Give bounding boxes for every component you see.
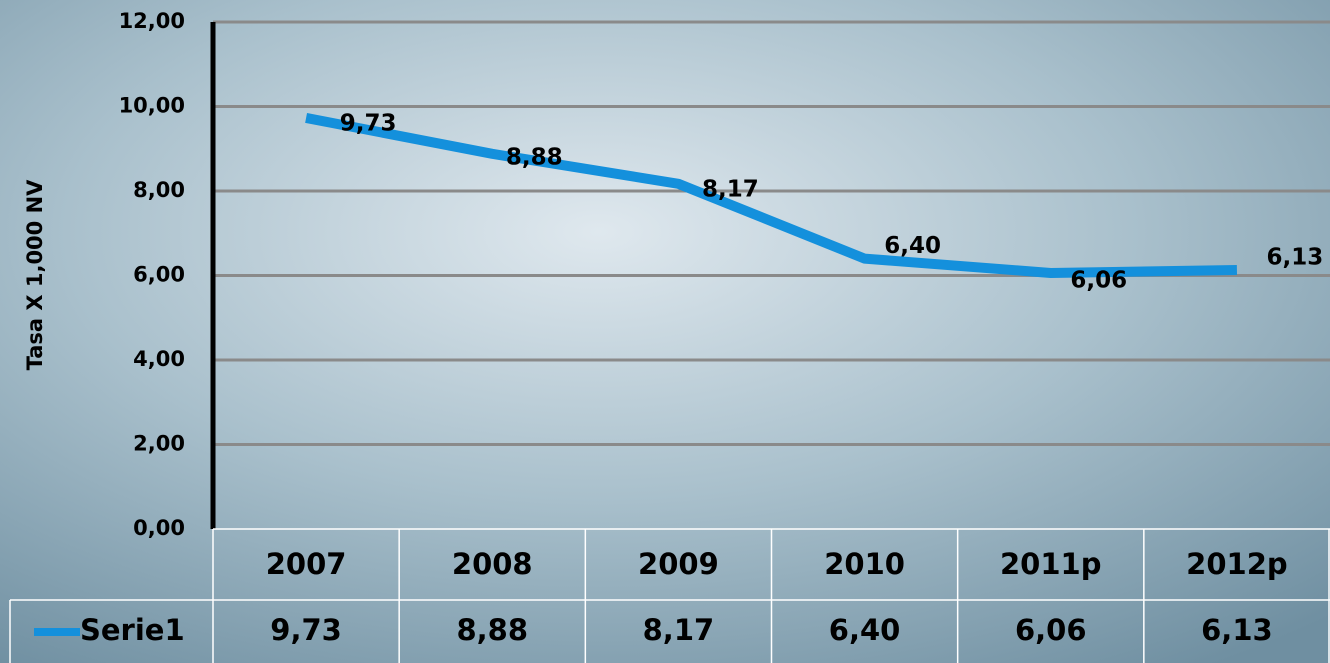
x-tick-label: 2011p bbox=[1000, 547, 1101, 581]
x-tick-label: 2009 bbox=[638, 547, 719, 581]
legend-label: Serie1 bbox=[80, 613, 185, 647]
x-tick-label: 2007 bbox=[266, 547, 347, 581]
data-label: 6,13 bbox=[1267, 245, 1324, 271]
x-tick-label: 2008 bbox=[452, 547, 533, 581]
y-tick-label: 10,00 bbox=[119, 94, 185, 118]
series-line bbox=[305, 112, 1237, 278]
table-value: 8,17 bbox=[643, 613, 715, 647]
table-value: 8,88 bbox=[456, 613, 528, 647]
y-tick-label: 0,00 bbox=[133, 516, 185, 540]
y-tick-label: 4,00 bbox=[133, 347, 185, 371]
data-label: 9,73 bbox=[340, 110, 397, 136]
table-value: 6,06 bbox=[1015, 613, 1087, 647]
y-axis-label: Tasa X 1,000 NV bbox=[23, 179, 47, 371]
x-tick-label: 2012p bbox=[1186, 547, 1287, 581]
table-value: 6,40 bbox=[829, 613, 901, 647]
y-tick-label: 2,00 bbox=[133, 432, 185, 456]
y-tick-label: 12,00 bbox=[119, 9, 185, 33]
data-label: 8,88 bbox=[506, 144, 563, 170]
data-label: 6,06 bbox=[1070, 267, 1127, 293]
table-value: 6,13 bbox=[1201, 613, 1273, 647]
data-label: 8,17 bbox=[702, 176, 759, 202]
y-tick-label: 6,00 bbox=[133, 263, 185, 287]
x-tick-label: 2010 bbox=[824, 547, 905, 581]
y-tick-label: 8,00 bbox=[133, 178, 185, 202]
table-value: 9,73 bbox=[270, 613, 342, 647]
data-label: 6,40 bbox=[884, 233, 941, 259]
